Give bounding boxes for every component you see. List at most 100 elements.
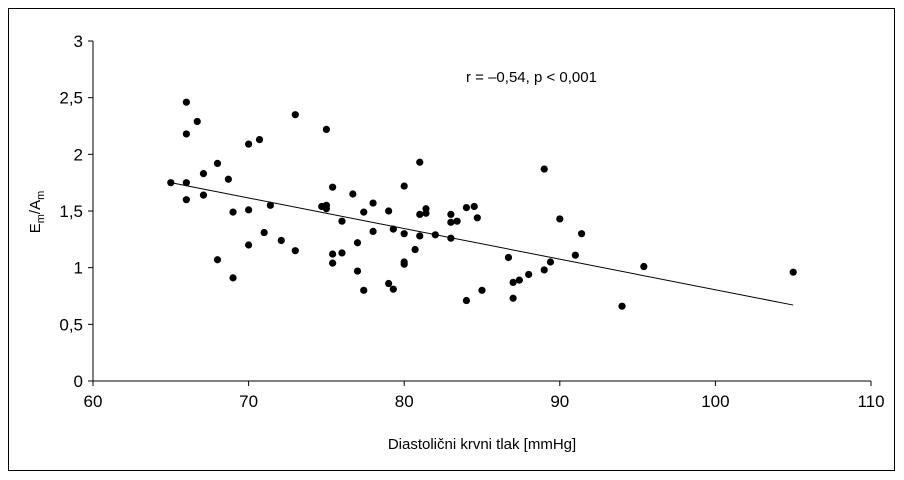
data-point (277, 236, 285, 245)
data-point (245, 140, 253, 148)
data-point (229, 274, 237, 282)
x-axis-title: Diastolični krvni tlak [mmHg] (388, 436, 576, 453)
chart-frame (8, 8, 895, 471)
data-point (385, 207, 393, 215)
data-point (329, 183, 337, 191)
data-point (462, 296, 471, 305)
data-point (245, 241, 253, 249)
data-point (431, 231, 439, 239)
data-point (640, 262, 648, 271)
x-tick-label: 110 (857, 392, 884, 411)
data-point (473, 214, 481, 222)
data-point (504, 253, 513, 262)
data-point (571, 251, 579, 259)
data-point (400, 260, 408, 268)
correlation-annotation: r = –0,54, p < 0,001 (466, 69, 597, 86)
x-tick-label: 80 (395, 392, 414, 411)
data-point (369, 227, 377, 235)
y-tick-label: 0,5 (59, 315, 83, 334)
y-axis-title-sub2: m (35, 191, 47, 200)
data-point (291, 111, 299, 119)
data-point (525, 270, 533, 279)
data-point (618, 302, 626, 310)
data-point (229, 208, 237, 216)
data-point (422, 209, 430, 217)
data-point (353, 239, 362, 247)
data-point (182, 196, 190, 204)
data-point (369, 199, 377, 207)
y-tick-label: 2 (74, 145, 83, 164)
data-point (789, 268, 797, 276)
data-point (515, 276, 523, 284)
y-axis-title: Em/Am (27, 191, 47, 234)
data-point (199, 191, 208, 199)
data-point (546, 258, 555, 266)
data-point (470, 202, 478, 211)
axes (92, 41, 871, 382)
data-point (182, 130, 190, 138)
x-tick-label: 70 (239, 392, 258, 411)
data-point (453, 217, 461, 225)
y-ticks: 0 0,5 1 1,5 2 2,5 3 (59, 32, 93, 391)
y-axis-title-main: E (27, 223, 44, 233)
data-point (416, 210, 424, 218)
data-point (447, 218, 455, 226)
data-point (389, 225, 397, 233)
x-tick-label: 100 (701, 392, 729, 411)
data-point (577, 230, 586, 238)
data-point (255, 136, 264, 144)
data-point (182, 179, 190, 187)
data-point (556, 215, 564, 223)
data-point (260, 228, 268, 237)
data-point (245, 206, 253, 214)
y-axis-title-mid: /A (27, 200, 44, 214)
y-tick-label: 1 (74, 259, 83, 278)
x-tick-label: 60 (84, 392, 103, 411)
y-tick-label: 1,5 (59, 202, 83, 221)
x-ticks: 60 70 80 90 100 110 (84, 381, 885, 411)
data-point (462, 204, 471, 212)
x-tick-label: 90 (550, 392, 569, 411)
data-point (322, 205, 330, 213)
data-point (349, 190, 357, 198)
data-point (478, 286, 486, 294)
data-point (329, 259, 337, 267)
data-point (400, 230, 408, 238)
data-point (411, 245, 419, 254)
trendline (170, 182, 794, 306)
data-point (360, 286, 368, 294)
data-point (213, 159, 222, 167)
y-tick-label: 0 (74, 372, 83, 391)
data-point (322, 125, 330, 133)
data-points (167, 98, 797, 310)
data-point (266, 201, 274, 209)
data-point (167, 179, 175, 187)
y-axis-title-sub1: m (35, 214, 47, 223)
data-point (400, 182, 408, 190)
data-point (329, 250, 337, 258)
data-point (224, 175, 232, 183)
data-point (389, 285, 397, 293)
data-point (416, 158, 424, 166)
data-point (213, 256, 222, 264)
trendline-group (170, 182, 794, 306)
data-point (338, 217, 346, 225)
data-point (540, 266, 548, 274)
data-point (360, 208, 368, 216)
data-point (353, 267, 362, 275)
data-point (509, 278, 517, 286)
y-tick-label: 3 (74, 32, 83, 51)
data-point (447, 210, 455, 218)
data-point (193, 117, 201, 126)
data-point (416, 232, 424, 240)
data-point (447, 234, 455, 242)
data-point (540, 165, 548, 173)
data-point (291, 247, 299, 255)
data-point (385, 279, 393, 288)
y-tick-label: 2,5 (59, 89, 83, 108)
data-point (509, 294, 517, 302)
data-point (199, 170, 208, 178)
data-point (338, 249, 346, 257)
data-point (182, 98, 190, 106)
